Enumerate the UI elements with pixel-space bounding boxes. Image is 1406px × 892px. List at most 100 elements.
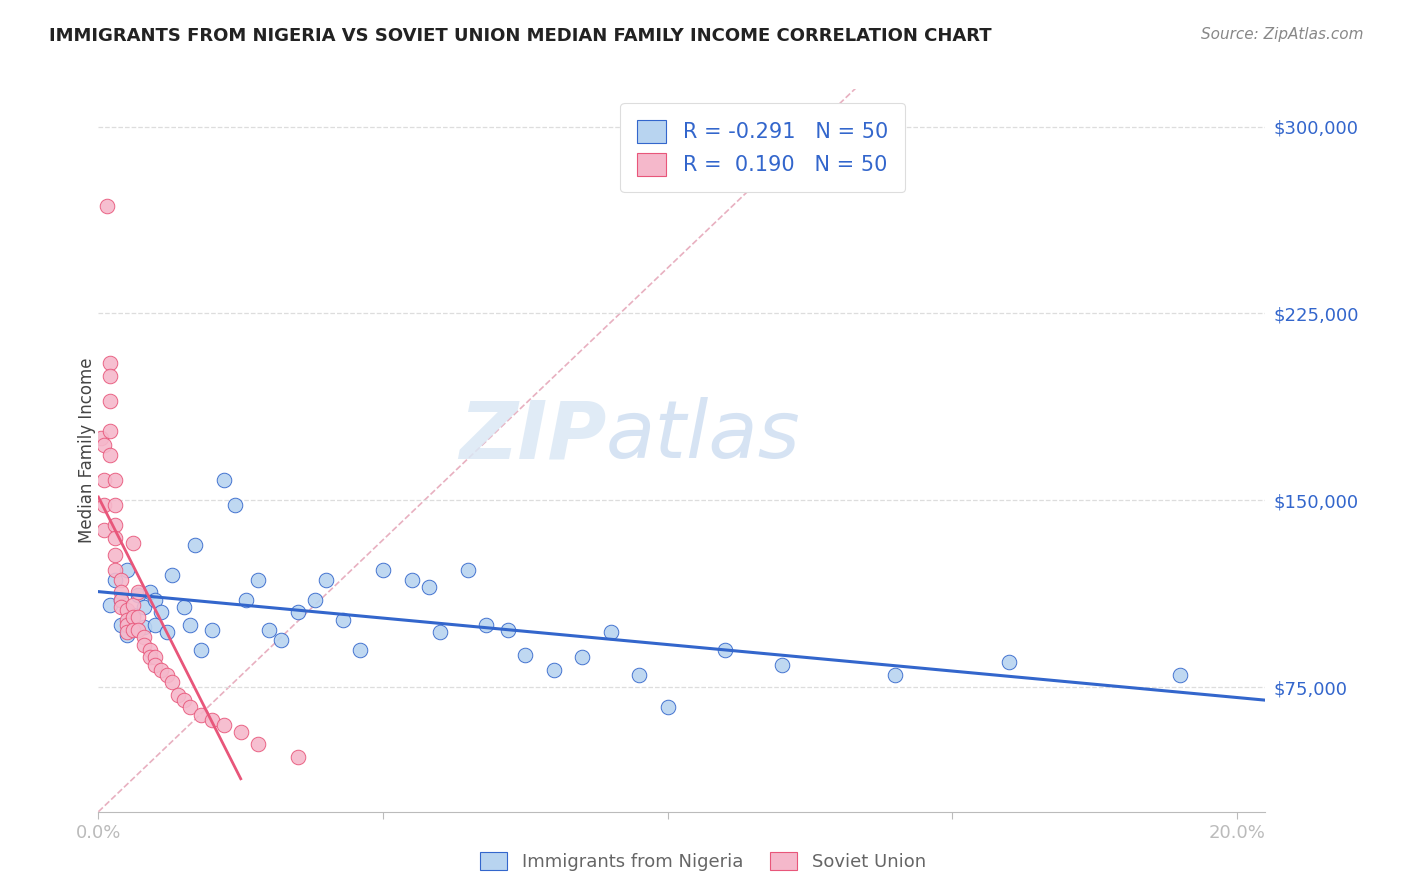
Point <box>90 431 112 445</box>
Point <box>190 707 212 722</box>
Point <box>138 642 160 657</box>
Point <box>121 623 143 637</box>
Point <box>304 593 326 607</box>
Point <box>1168 667 1191 681</box>
Point <box>143 650 166 665</box>
Point <box>543 663 565 677</box>
Point <box>121 598 143 612</box>
Point <box>143 657 166 672</box>
Point <box>96 199 118 213</box>
Point <box>110 593 132 607</box>
Point <box>884 667 907 681</box>
Point <box>150 663 173 677</box>
Point <box>332 613 354 627</box>
Point <box>98 598 121 612</box>
Point <box>138 585 160 599</box>
Point <box>515 648 537 662</box>
Point <box>628 667 651 681</box>
Point <box>115 613 138 627</box>
Point <box>235 593 257 607</box>
Point <box>998 655 1021 669</box>
Point <box>287 606 309 620</box>
Point <box>110 618 132 632</box>
Legend: Immigrants from Nigeria, Soviet Union: Immigrants from Nigeria, Soviet Union <box>472 845 934 879</box>
Point <box>349 642 371 657</box>
Point <box>127 610 149 624</box>
Point <box>201 713 224 727</box>
Point <box>457 563 479 577</box>
Point <box>98 424 121 438</box>
Y-axis label: Median Family Income: Median Family Income <box>79 358 96 543</box>
Point <box>138 650 160 665</box>
Text: atlas: atlas <box>606 397 801 475</box>
Point <box>173 692 195 706</box>
Point <box>418 581 440 595</box>
Point <box>224 498 246 512</box>
Point <box>132 630 155 644</box>
Point <box>127 588 149 602</box>
Point <box>179 700 201 714</box>
Legend: R = -0.291   N = 50, R =  0.190   N = 50: R = -0.291 N = 50, R = 0.190 N = 50 <box>620 103 905 193</box>
Point <box>257 623 280 637</box>
Point <box>110 573 132 587</box>
Point <box>93 438 115 452</box>
Point <box>104 474 127 488</box>
Point <box>162 568 184 582</box>
Point <box>287 750 309 764</box>
Point <box>246 738 269 752</box>
Point <box>167 688 190 702</box>
Point <box>657 700 679 714</box>
Point <box>104 518 127 533</box>
Point <box>229 725 252 739</box>
Point <box>429 625 451 640</box>
Point <box>104 531 127 545</box>
Text: ZIP: ZIP <box>458 397 606 475</box>
Point <box>212 717 235 731</box>
Point <box>98 449 121 463</box>
Point <box>93 498 115 512</box>
Point <box>121 535 143 549</box>
Point <box>104 563 127 577</box>
Point <box>270 632 292 647</box>
Point <box>371 563 394 577</box>
Point <box>132 638 155 652</box>
Point <box>127 585 149 599</box>
Point <box>143 618 166 632</box>
Point <box>115 563 138 577</box>
Point <box>104 548 127 562</box>
Point <box>110 585 132 599</box>
Point <box>143 593 166 607</box>
Point <box>315 573 337 587</box>
Point <box>190 642 212 657</box>
Point <box>212 474 235 488</box>
Point <box>162 675 184 690</box>
Point <box>401 573 423 587</box>
Point <box>110 600 132 615</box>
Point <box>770 657 793 672</box>
Point <box>93 523 115 537</box>
Point <box>115 603 138 617</box>
Point <box>132 620 155 634</box>
Point <box>121 610 143 624</box>
Point <box>156 667 179 681</box>
Text: IMMIGRANTS FROM NIGERIA VS SOVIET UNION MEDIAN FAMILY INCOME CORRELATION CHART: IMMIGRANTS FROM NIGERIA VS SOVIET UNION … <box>49 27 991 45</box>
Point <box>110 593 132 607</box>
Point <box>474 618 496 632</box>
Point <box>599 625 621 640</box>
Point <box>98 356 121 370</box>
Point <box>498 623 520 637</box>
Point <box>104 498 127 512</box>
Point <box>121 607 143 622</box>
Text: Source: ZipAtlas.com: Source: ZipAtlas.com <box>1201 27 1364 42</box>
Point <box>115 618 138 632</box>
Point <box>713 642 735 657</box>
Point <box>98 368 121 383</box>
Point <box>132 600 155 615</box>
Point <box>246 573 269 587</box>
Point <box>115 628 138 642</box>
Point <box>201 623 224 637</box>
Point <box>150 606 173 620</box>
Point <box>179 618 201 632</box>
Point <box>127 623 149 637</box>
Point <box>173 600 195 615</box>
